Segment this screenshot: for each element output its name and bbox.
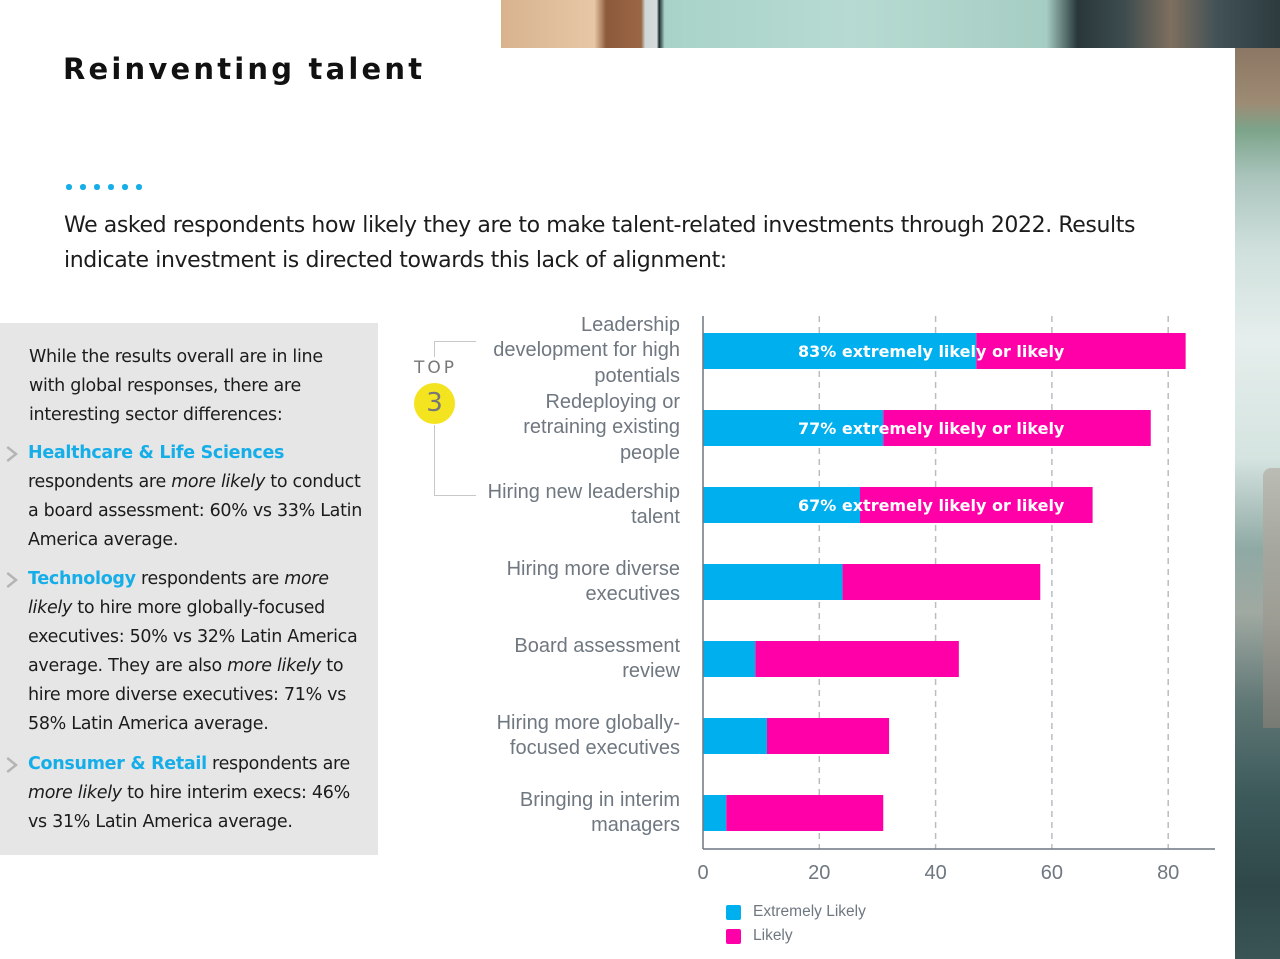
category-label-4: Board assessment review <box>514 634 680 683</box>
background-photo-top <box>501 0 1280 48</box>
bar-extremely-likely-4 <box>703 641 756 677</box>
bar-extremely-likely-1 <box>703 410 884 446</box>
bullet-text: to conduct a board assessment: 60% vs 33… <box>28 472 363 550</box>
bullet-emphasis: more likely <box>171 472 266 492</box>
top3-bracket-line <box>434 425 435 495</box>
bullet-text: respondents are <box>206 754 350 774</box>
bullet-text: to hire interim execs: 46% vs 31% Latin … <box>28 783 350 832</box>
category-label-2: Hiring new leadership talent <box>487 480 680 529</box>
panel-lead-text: While the results overall are in line wi… <box>29 347 323 425</box>
page-title: Reinventing talent <box>63 52 426 86</box>
x-tick-label-0: 0 <box>697 862 709 884</box>
sector-name: Healthcare & Life Sciences <box>28 443 285 463</box>
legend-item-likely: Likely <box>726 924 866 948</box>
bar-annotation-0: 83% extremely likely or likely <box>798 342 1065 361</box>
bullet-emphasis: more likely <box>28 569 329 618</box>
bar-annotation-2: 67% extremely likely or likely <box>798 496 1065 515</box>
bullet-emphasis: more likely <box>227 656 321 676</box>
chevron-right-icon <box>6 757 18 773</box>
background-photo-right <box>1235 48 1280 959</box>
bar-extremely-likely-3 <box>703 564 843 600</box>
chevron-right-icon <box>6 446 18 462</box>
intro-text: We asked respondents how likely they are… <box>64 213 1136 273</box>
x-tick-label-20: 20 <box>808 862 831 884</box>
category-label-5: Hiring more globally-focused executives <box>496 711 680 760</box>
legend-swatch <box>726 928 741 944</box>
legend-label: Likely <box>753 927 793 944</box>
x-tick-label-60: 60 <box>1040 862 1064 884</box>
legend-swatch <box>726 904 741 920</box>
bullet-emphasis: more likely <box>28 783 122 803</box>
bar-extremely-likely-6 <box>703 795 727 831</box>
legend-item-extremely-likely: Extremely Likely <box>726 900 866 924</box>
bars <box>703 333 1186 831</box>
category-label-3: Hiring more diverse executives <box>506 557 680 606</box>
bar-extremely-likely-5 <box>703 718 767 754</box>
sector-name: Consumer & Retail <box>28 754 207 774</box>
bullet-text: to hire more globally-focused executives… <box>28 598 358 676</box>
category-label-1: Redeploying or retraining existing people <box>523 390 680 464</box>
bullet-text: respondents are <box>135 569 285 589</box>
bar-extremely-likely-2 <box>703 487 861 523</box>
bullet-healthcare: Healthcare & Life Sciences respondents a… <box>6 439 373 555</box>
chevron-right-icon <box>6 572 18 588</box>
bar-likely-2 <box>860 487 1093 523</box>
bullet-text: to hire more diverse executives: 71% vs … <box>28 656 347 734</box>
top3-label: TOP <box>414 358 458 378</box>
bar-likely-5 <box>766 718 890 754</box>
sector-differences-panel <box>0 323 378 855</box>
bar-likely-6 <box>726 795 884 831</box>
top3-bracket-line <box>434 341 476 342</box>
top3-bracket-line <box>434 341 435 357</box>
top3-badge: 3 <box>414 383 455 424</box>
dotted-divider <box>66 184 142 190</box>
bar-likely-0 <box>976 333 1186 369</box>
bar-likely-1 <box>883 410 1151 446</box>
bullet-text: respondents are <box>28 472 172 492</box>
legend-label: Extremely Likely <box>753 903 866 920</box>
category-label-0: Leadership development for high potentials <box>493 313 680 387</box>
top3-bracket-line <box>434 495 476 496</box>
bar-extremely-likely-0 <box>703 333 977 369</box>
axes <box>702 316 1215 850</box>
bar-annotation-1: 77% extremely likely or likely <box>798 419 1065 438</box>
sector-name: Technology <box>28 569 136 589</box>
bullet-consumer-retail: Consumer & Retail respondents are more l… <box>6 750 373 837</box>
bar-likely-4 <box>755 641 959 677</box>
category-label-6: Bringing in interim managers <box>519 788 680 837</box>
x-tick-label-40: 40 <box>924 862 947 884</box>
bar-annotations: 83% extremely likely or likely 77% extrem… <box>798 342 1065 515</box>
legend: Extremely Likely Likely <box>726 900 866 948</box>
bullet-technology: Technology respondents are more likely t… <box>6 565 373 739</box>
x-tick-label-80: 80 <box>1157 862 1180 884</box>
bar-likely-3 <box>842 564 1041 600</box>
